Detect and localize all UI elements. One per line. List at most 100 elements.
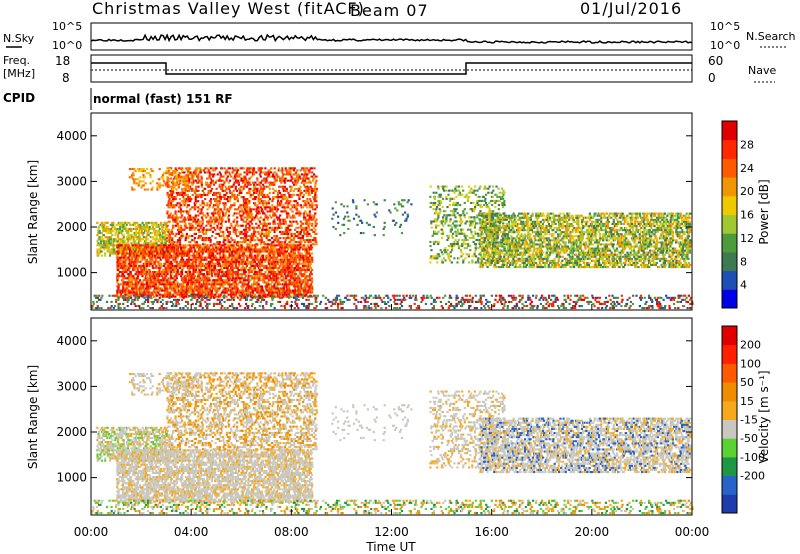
heatmap-cell [252, 256, 256, 259]
heatmap-cell [210, 264, 213, 267]
heatmap-cell [310, 281, 314, 284]
heatmap-cell [252, 169, 256, 172]
heatmap-cell [213, 266, 217, 269]
heatmap-cell [157, 262, 160, 265]
heatmap-cell [199, 244, 202, 247]
heatmap-cell [310, 248, 313, 251]
heatmap-cell [150, 246, 153, 249]
heatmap-cell [174, 283, 177, 286]
heatmap-cell [271, 285, 274, 288]
heatmap-cell [190, 287, 193, 290]
heatmap-cell [235, 275, 238, 278]
heatmap-cell [223, 208, 226, 211]
heatmap-cell [230, 206, 233, 209]
heatmap-cell [100, 221, 103, 224]
heatmap-cell [230, 224, 233, 227]
heatmap-cell [188, 198, 191, 201]
heatmap-cell [164, 238, 167, 241]
heatmap-cell [188, 222, 191, 225]
heatmap-cell [190, 283, 193, 286]
heatmap-cell [153, 295, 156, 298]
heatmap-cell [195, 277, 199, 280]
heatmap-cell [291, 244, 294, 247]
heatmap-cell [257, 283, 260, 286]
heatmap-cell [230, 295, 233, 298]
heatmap-cell [160, 287, 164, 290]
heatmap-cell [271, 228, 274, 231]
heatmap-cell [148, 281, 151, 284]
heatmap-cell [125, 236, 129, 239]
heatmap-cell [126, 293, 129, 296]
heatmap-cell [273, 260, 276, 263]
heatmap-cell [231, 239, 234, 242]
heatmap-cell [177, 285, 180, 288]
heatmap-cell [149, 236, 152, 239]
heatmap-cell [198, 264, 201, 267]
heatmap-cell [250, 283, 254, 286]
heatmap-cell [123, 289, 126, 292]
heatmap-cell [213, 283, 216, 286]
heatmap-cell [142, 273, 145, 276]
heatmap-cell [186, 193, 189, 196]
heatmap-cell [206, 246, 209, 249]
heatmap-cell [281, 185, 284, 188]
heatmap-cell [181, 250, 184, 253]
heatmap-cell [182, 248, 185, 251]
heatmap-cell [128, 258, 131, 261]
heatmap-cell [118, 246, 122, 249]
heatmap-cell [137, 260, 140, 263]
heatmap-cell [135, 225, 139, 228]
heatmap-cell [300, 283, 303, 286]
heatmap-cell [261, 254, 264, 257]
beam-label: Beam 07 [350, 1, 429, 20]
heatmap-cell [283, 246, 287, 249]
heatmap-cell [225, 264, 228, 267]
heatmap-cell [223, 281, 226, 284]
heatmap-cell [128, 248, 131, 251]
heatmap-cell [203, 243, 206, 246]
heatmap-cell [230, 293, 233, 296]
heatmap-cell [193, 228, 196, 231]
heatmap-cell [210, 218, 214, 221]
heatmap-cell [161, 271, 165, 274]
heatmap-cell [171, 248, 175, 251]
heatmap-cell [99, 242, 103, 245]
heatmap-cell [120, 266, 123, 269]
heatmap-cell [200, 183, 203, 186]
heatmap-cell [219, 275, 223, 278]
heatmap-cell [231, 167, 234, 170]
heatmap-cell [247, 293, 250, 296]
heatmap-cell [231, 264, 234, 267]
heatmap-cell [228, 208, 232, 211]
heatmap-cell [98, 252, 101, 255]
heatmap-cell [213, 256, 216, 259]
heatmap-cell [210, 281, 213, 284]
heatmap-cell [221, 269, 224, 272]
heatmap-cell [268, 222, 272, 225]
heatmap-cell [306, 185, 309, 188]
heatmap-cell [268, 293, 271, 296]
heatmap-cell [176, 239, 180, 242]
heatmap-cell [264, 250, 267, 253]
heatmap-cell [97, 225, 100, 228]
heatmap-cell [311, 289, 314, 292]
heatmap-cell [234, 289, 237, 292]
heatmap-cell [159, 223, 163, 226]
heatmap-cell [173, 279, 176, 282]
heatmap-cell [183, 204, 186, 207]
heatmap-cell [304, 281, 307, 284]
heatmap-cell [257, 260, 260, 263]
heatmap-cell [147, 221, 150, 224]
heatmap-cell [264, 200, 267, 203]
heatmap-cell [208, 279, 211, 282]
heatmap-cell [127, 258, 130, 261]
heatmap-cell [196, 281, 199, 284]
heatmap-cell [283, 269, 286, 272]
heatmap-cell [222, 241, 225, 244]
heatmap-cell [232, 230, 235, 233]
heatmap-cell [297, 269, 300, 272]
heatmap-cell [175, 277, 178, 280]
heatmap-cell [257, 196, 260, 199]
heatmap-cell [97, 232, 100, 235]
heatmap-cell [122, 291, 126, 294]
